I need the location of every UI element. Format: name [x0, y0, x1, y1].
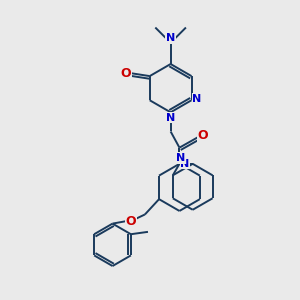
Text: O: O: [121, 67, 131, 80]
Text: N: N: [192, 94, 201, 104]
Text: N: N: [166, 33, 175, 43]
Text: N: N: [166, 112, 175, 123]
Text: O: O: [198, 129, 208, 142]
Text: O: O: [125, 215, 136, 228]
Text: N: N: [180, 159, 189, 169]
Text: N: N: [176, 153, 185, 163]
